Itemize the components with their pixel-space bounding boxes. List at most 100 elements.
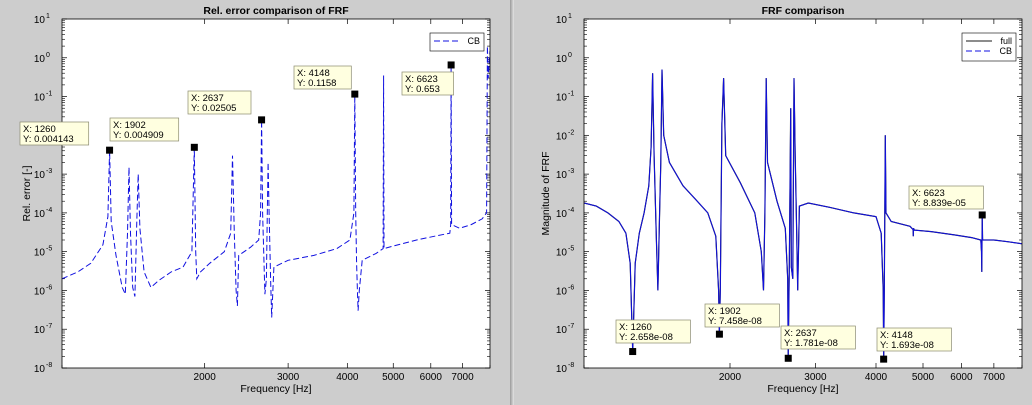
svg-text:-8: -8	[568, 362, 574, 369]
svg-text:10: 10	[34, 54, 46, 65]
y-tick-label: 10 -4	[34, 207, 52, 220]
svg-text:1: 1	[46, 13, 50, 20]
x-tick-label: 4000	[865, 372, 888, 383]
svg-text:10: 10	[556, 209, 568, 220]
datatip-y: Y: 1.781e-08	[784, 338, 838, 349]
svg-text:10: 10	[34, 170, 46, 181]
svg-text:-8: -8	[46, 362, 52, 369]
window-divider[interactable]	[510, 0, 514, 405]
datatip-marker[interactable]	[880, 355, 888, 363]
y-tick-label: 10 -3	[34, 168, 52, 181]
datatip-marker[interactable]	[258, 116, 266, 124]
x-tick-label: 7000	[451, 372, 474, 383]
datatip-y: Y: 0.653	[405, 84, 440, 95]
datatip-x: X: 1260	[619, 322, 652, 333]
svg-text:10: 10	[34, 364, 46, 375]
svg-text:-7: -7	[568, 323, 574, 330]
datatip-x: X: 6623	[405, 74, 438, 85]
svg-text:-1: -1	[568, 91, 574, 98]
x-tick-label: 6000	[420, 372, 443, 383]
y-tick-label: 10 -4	[556, 207, 574, 220]
legend[interactable]: CB	[429, 32, 485, 52]
svg-text:-6: -6	[46, 284, 52, 291]
datatip-y: Y: 1.693e-08	[880, 340, 934, 351]
datatip-x: X: 1902	[113, 120, 146, 131]
x-tick-label: 2000	[719, 372, 742, 383]
y-tick-label: 10 -8	[556, 362, 574, 375]
chart-rel-error: 10-810-710-610-510-410-310-210-110010120…	[19, 5, 491, 395]
datatip-marker[interactable]	[190, 143, 198, 151]
datatip-y: Y: 0.004909	[113, 130, 164, 141]
datatip-x: X: 4148	[880, 330, 913, 341]
datatip-y: Y: 0.1158	[297, 78, 336, 89]
y-tick-label: 10 1	[556, 13, 572, 26]
y-tick-label: 10 -5	[34, 246, 52, 259]
svg-text:10: 10	[34, 325, 46, 336]
y-tick-label: 10 -6	[556, 284, 574, 297]
x-tick-label: 5000	[382, 372, 405, 383]
x-tick-label: 7000	[983, 372, 1006, 383]
y-tick-label: 10 -8	[34, 362, 52, 375]
datatip-x: X: 6623	[912, 188, 945, 199]
datatip-marker[interactable]	[106, 146, 114, 154]
y-tick-label: 10 0	[34, 52, 50, 65]
figure-window-frf: 10 -8 10 -7 10 -6 10 -5 10 -4 10 -3 10 -2 10 -1 10 0 10 1 20…	[514, 0, 1032, 405]
datatip-marker[interactable]	[715, 330, 723, 338]
y-tick-label: 10 -3	[556, 168, 574, 181]
x-tick-label: 5000	[912, 372, 935, 383]
datatip-y: Y: 7.458e-08	[708, 316, 762, 327]
svg-text:-7: -7	[46, 323, 52, 330]
x-axis-label: Frequency [Hz]	[240, 383, 311, 395]
svg-text:10: 10	[556, 325, 568, 336]
svg-text:-5: -5	[46, 246, 52, 253]
figure-window-rel-error: 10-810-710-610-510-410-310-210-110010120…	[0, 0, 510, 405]
svg-text:-2: -2	[568, 129, 574, 136]
datatip-x: X: 2637	[191, 93, 224, 104]
datatip-marker[interactable]	[784, 354, 792, 362]
svg-text:1: 1	[568, 13, 572, 20]
y-tick-label: 10 -5	[556, 246, 574, 259]
svg-text:0: 0	[568, 52, 572, 59]
y-tick-label: 10 -1	[556, 91, 574, 104]
svg-text:10: 10	[556, 54, 568, 65]
legend-label: CB	[467, 36, 480, 46]
datatip-marker[interactable]	[978, 211, 986, 219]
plot-area[interactable]	[62, 19, 490, 368]
datatip-y: Y: 8.839e-05	[912, 198, 966, 209]
svg-text:10: 10	[34, 93, 46, 104]
y-tick-label: 10 1	[34, 13, 50, 26]
svg-text:10: 10	[556, 286, 568, 297]
svg-text:10: 10	[34, 15, 46, 26]
svg-text:10: 10	[34, 209, 46, 220]
chart-title: FRF comparison	[762, 5, 845, 17]
y-axis-label: Magnitude of FRF	[540, 151, 552, 235]
y-tick-label: 10 0	[556, 52, 572, 65]
svg-text:-3: -3	[46, 168, 52, 175]
datatip-x: X: 1902	[708, 306, 741, 317]
svg-text:10: 10	[556, 248, 568, 259]
datatip-marker[interactable]	[351, 90, 359, 98]
x-tick-label: 4000	[336, 372, 359, 383]
datatip-y: Y: 2.658e-08	[619, 332, 673, 343]
x-tick-label: 2000	[194, 372, 217, 383]
svg-text:-6: -6	[568, 284, 574, 291]
datatip-marker[interactable]	[629, 348, 637, 356]
datatip-x: X: 4148	[297, 68, 330, 79]
y-tick-label: 10 -7	[34, 323, 52, 336]
datatip-marker[interactable]	[447, 61, 455, 69]
datatip-y: Y: 0.02505	[191, 103, 236, 114]
y-tick-label: 10 -6	[34, 284, 52, 297]
svg-text:10: 10	[556, 364, 568, 375]
y-tick-label: 10 -7	[556, 323, 574, 336]
